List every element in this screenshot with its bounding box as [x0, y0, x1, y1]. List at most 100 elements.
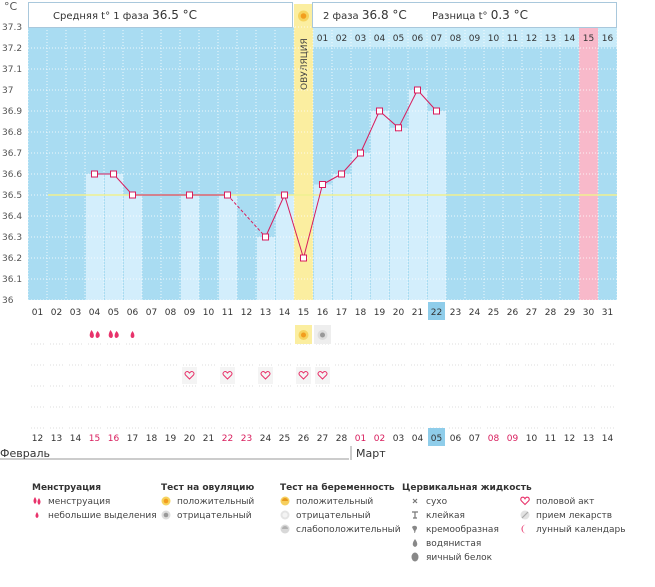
date-label: 08 [488, 434, 500, 444]
post-ov-day-label: 04 [374, 34, 386, 44]
temp-point [186, 191, 193, 199]
legend-item: сухо [402, 495, 532, 509]
post-ov-day-label: 16 [602, 34, 614, 44]
y-tick-label: 36.2 [2, 254, 22, 264]
menstruation-drop-icon [108, 330, 113, 338]
cycle-day-label: 06 [127, 308, 139, 318]
date-label: 22 [222, 434, 233, 444]
legend-item: слабоположительный [280, 523, 401, 537]
difference-label: Разница t° [431, 11, 488, 22]
phase1-header: Средняя t° 1 фаза 36.5 °C [28, 2, 293, 28]
date-label: 01 [355, 434, 366, 444]
date-label: 09 [507, 434, 519, 444]
date-label: 21 [203, 434, 214, 444]
post-ov-day-label: 07 [431, 34, 442, 44]
today-day-highlight [428, 302, 445, 320]
temp-line-segment [360, 110, 380, 154]
date-label: 10 [526, 434, 538, 444]
post-ov-day-label: 15 [583, 34, 594, 44]
ovulation-test-core [320, 332, 325, 338]
cycle-day-label: 07 [146, 308, 157, 318]
temp-line-segment [303, 184, 323, 259]
y-tick-label: 36.8 [2, 128, 22, 138]
post-ov-day-label: 11 [507, 34, 518, 44]
intercourse-heart-icon [184, 371, 195, 380]
post-ov-day-label: 03 [355, 34, 366, 44]
temp-line-segment [227, 194, 266, 238]
sun-negative-icon [161, 510, 171, 519]
cycle-day-label: 10 [203, 308, 215, 318]
temp-bar [371, 111, 389, 300]
heart-icon [520, 496, 530, 505]
legend-item: менструация [32, 495, 157, 509]
legend-pregnancy-title: Тест на беременность [280, 483, 395, 493]
post-ov-day-label: 02 [336, 34, 347, 44]
temp-point [224, 191, 231, 199]
date-label: 07 [469, 434, 480, 444]
watery-icon [412, 538, 418, 547]
date-label: 17 [127, 434, 138, 444]
intercourse-heart-icon [298, 371, 309, 380]
date-label: 14 [602, 434, 614, 444]
cycle-day-label: 30 [583, 308, 595, 318]
heart-cell [182, 367, 197, 384]
moon-icon [521, 524, 526, 533]
temp-point [319, 181, 326, 188]
intercourse-heart-icon [222, 371, 233, 380]
temp-bar [257, 237, 275, 300]
difference-value: 0.3 °C [490, 8, 528, 22]
cycle-day-label: 17 [336, 308, 347, 318]
legend-item: половой акт [520, 495, 626, 509]
y-tick-label: 36 [2, 296, 14, 306]
legend-item: положительный [280, 495, 401, 509]
date-label: 16 [108, 434, 120, 444]
pill-icon [520, 510, 530, 519]
temp-bar [390, 127, 408, 300]
date-label: 26 [298, 434, 310, 444]
y-tick-label: 36.5 [2, 191, 22, 201]
legend-ovulation-test: Тест на овуляцию положительный отрицател… [161, 481, 254, 523]
menstruation-drop-icon [95, 331, 100, 338]
legend-item: положительный [161, 495, 254, 509]
menstruation-drop-icon [89, 330, 94, 338]
heart-cell [296, 367, 311, 384]
legend-item: клейкая [402, 509, 532, 523]
ovulation-test-core [301, 332, 306, 338]
date-label: 18 [146, 434, 158, 444]
legend-item: лунный календарь [520, 523, 626, 537]
heart-cell [258, 367, 273, 384]
legend-item: яичный белок [402, 551, 532, 565]
phase2-label: 2 фаза [323, 11, 359, 22]
cycle-day-label: 25 [488, 308, 499, 318]
post-ov-day-label: 12 [526, 34, 537, 44]
phase1-value: 36.5 °C [152, 8, 198, 22]
date-label: 11 [545, 434, 556, 444]
date-label: 12 [564, 434, 575, 444]
ovulation-column [294, 4, 313, 300]
legend-cervical: Цервикальная жидкость сухо клейкая кремо… [402, 481, 532, 565]
legend-menstruation-title: Менструация [32, 483, 101, 493]
date-label: 13 [51, 434, 62, 444]
cycle-day-label: 31 [602, 308, 613, 318]
phase1-label: Средняя t° 1 фаза [53, 11, 149, 22]
dry-icon [412, 498, 418, 503]
cycle-day-label: 04 [89, 308, 101, 318]
cycle-day-label: 20 [393, 308, 405, 318]
temp-line-segment [265, 194, 285, 238]
month-march: Март [356, 447, 386, 460]
cycle-day-label: 14 [279, 308, 291, 318]
post-ov-day-label: 05 [393, 34, 404, 44]
temp-bar [181, 195, 199, 300]
ovulation-sun-core [300, 13, 307, 19]
cycle-day-label: 26 [507, 308, 519, 318]
date-label: 03 [393, 434, 404, 444]
intercourse-heart-icon [260, 371, 271, 380]
legend-menstruation: Менструация менструация небольшие выделе… [32, 481, 157, 523]
post-ov-day-label: 01 [317, 34, 328, 44]
cycle-day-label: 28 [545, 308, 557, 318]
y-tick-label: 36.9 [2, 107, 22, 117]
y-tick-label: 37 [2, 86, 13, 96]
y-tick-label: 37.1 [2, 65, 22, 75]
cycle-day-label: 05 [108, 308, 119, 318]
post-ov-day-highlight [579, 27, 598, 47]
